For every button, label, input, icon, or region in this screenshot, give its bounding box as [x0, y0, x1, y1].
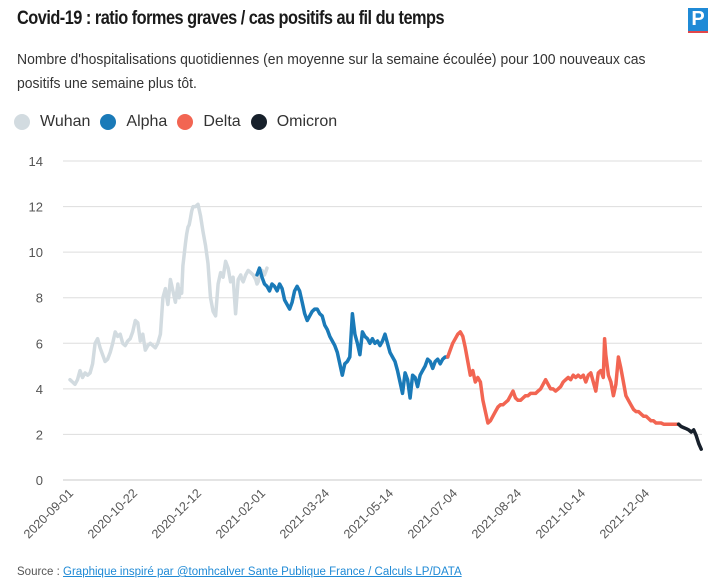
source-label: Source : [17, 566, 64, 578]
x-tick-label: 2021-08-24 [469, 486, 524, 541]
legend-label-omicron: Omicron [276, 113, 338, 130]
line-chart: 0 2 4 6 8 10 12 14 2020-09-01 2020-10-22 2020-12-… [21, 154, 703, 541]
le-parisien-logo-icon: P [688, 8, 708, 31]
y-tick-label: 0 [36, 473, 43, 488]
legend-item-delta[interactable]: Delta [177, 113, 241, 131]
legend-swatch-alpha [100, 114, 117, 130]
legend-label-alpha: Alpha [126, 113, 168, 130]
x-tick-label: 2020-12-12 [149, 486, 204, 541]
legend-item-omicron[interactable]: Omicron [250, 113, 338, 131]
source-note: Source : Graphique inspiré par @tomhcalv… [17, 566, 462, 578]
x-tick-label: 2020-09-01 [21, 486, 76, 541]
legend-item-wuhan[interactable]: Wuhan [14, 113, 90, 131]
x-axis-ticks: 2020-09-01 2020-10-22 2020-12-12 2021-02-01… [21, 486, 652, 541]
legend-label-delta: Delta [203, 113, 241, 130]
series-line-wuhan [68, 202, 269, 387]
y-tick-label: 8 [36, 291, 43, 306]
x-tick-label: 2021-07-04 [405, 486, 460, 541]
gridlines [63, 160, 702, 481]
chart-subtitle: Nombre d'hospitalisations quotidiennes (… [17, 51, 646, 92]
y-tick-label: 2 [36, 427, 43, 442]
series-lines [68, 202, 703, 451]
x-tick-label: 2021-03-24 [277, 486, 332, 541]
chart-title: Covid-19 : ratio formes graves / cas pos… [17, 8, 445, 29]
x-tick-label: 2020-10-22 [85, 486, 140, 541]
legend-swatch-delta [177, 114, 194, 130]
x-tick-label: 2021-05-14 [341, 486, 396, 541]
y-tick-label: 6 [36, 336, 43, 351]
logo-underline [688, 31, 708, 33]
x-tick-label: 2021-02-01 [213, 486, 268, 541]
series-line-delta [445, 330, 681, 426]
legend-swatch-omicron [250, 114, 267, 130]
y-tick-label: 10 [29, 245, 43, 260]
legend-swatch-wuhan [14, 114, 30, 130]
y-tick-label: 4 [36, 382, 43, 397]
y-axis-ticks: 0 2 4 6 8 10 12 14 [29, 154, 43, 488]
series-line-omicron [676, 422, 703, 451]
y-tick-label: 12 [29, 200, 43, 215]
series-line-alpha [255, 266, 450, 400]
x-tick-label: 2021-12-04 [597, 486, 652, 541]
legend-label-wuhan: Wuhan [40, 113, 91, 130]
legend: Wuhan Alpha Delta Omicron [14, 113, 347, 131]
legend-item-alpha[interactable]: Alpha [100, 113, 167, 131]
x-tick-label: 2021-10-14 [533, 486, 588, 541]
y-tick-label: 14 [29, 154, 43, 169]
source-link[interactable]: Graphique inspiré par @tomhcalver Sante … [63, 566, 462, 578]
